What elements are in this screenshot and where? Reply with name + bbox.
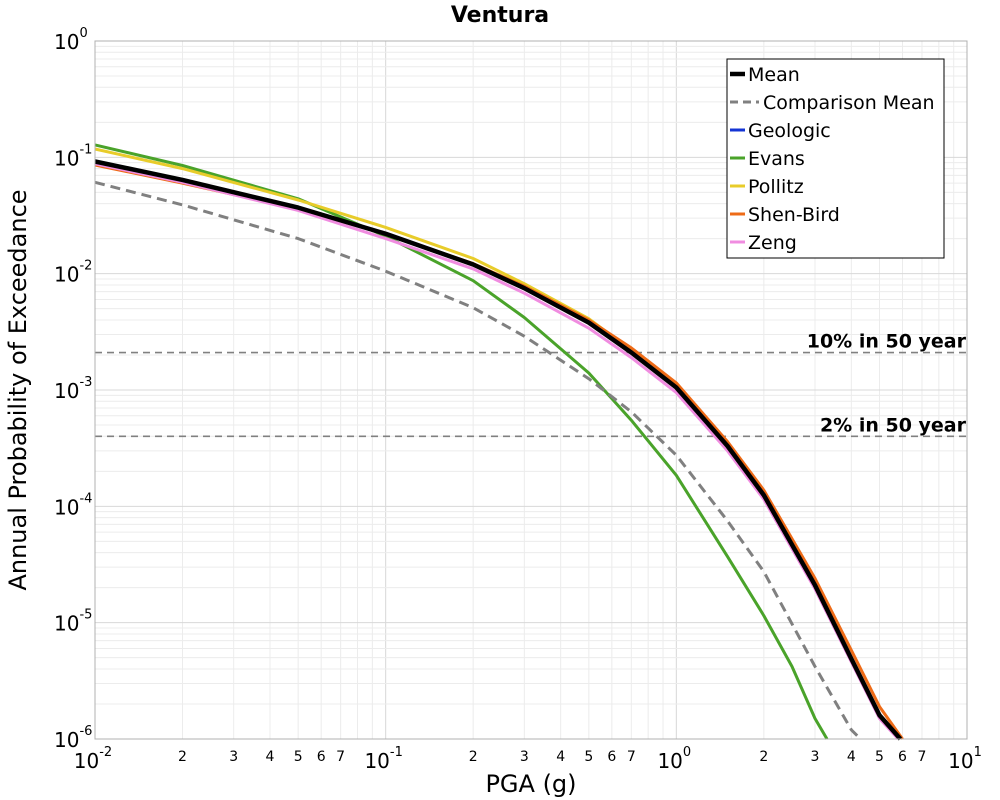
x-tick-label: 101	[948, 745, 982, 773]
x-minor-tick-label: 5	[584, 749, 593, 765]
y-tick-label: 100	[54, 26, 88, 54]
x-minor-tick-label: 6	[607, 749, 616, 765]
x-minor-tick-label: 2	[469, 749, 478, 765]
y-tick-label: 10-1	[54, 142, 92, 170]
x-minor-tick-label: 6	[317, 749, 326, 765]
x-tick-label: 100	[657, 745, 691, 773]
series-line-evans	[94, 143, 829, 740]
y-tick-label: 10-2	[54, 259, 92, 287]
x-minor-tick-label: 3	[229, 749, 238, 765]
series-line-mean	[94, 159, 903, 741]
legend: Mean Comparison Mean Geologic Evans Pollitz S…	[726, 58, 945, 259]
y-axis-label: Annual Probability of Exceedance	[4, 189, 32, 590]
chart-title: Ventura	[451, 3, 549, 28]
plot-frame	[94, 40, 968, 740]
x-minor-tick-label: 3	[811, 749, 820, 765]
x-axis-label: PGA (g)	[485, 770, 576, 798]
y-tick-label: 10-6	[54, 724, 92, 752]
x-minor-tick-label: 7	[918, 749, 927, 765]
x-tick-label: 10-1	[364, 745, 402, 773]
reference-line-label: 2% in 50 year	[820, 414, 967, 436]
x-minor-tick-label: 2	[759, 749, 768, 765]
x-minor-tick-label: 3	[520, 749, 529, 765]
reference-lines: 10% in 50 year 2% in 50 year	[95, 331, 967, 438]
series-line-comparison-mean	[94, 180, 862, 741]
x-minor-tick-label: 2	[178, 749, 187, 765]
legend-label: Shen-Bird	[748, 204, 840, 226]
legend-label: Zeng	[748, 232, 797, 254]
grid	[94, 41, 967, 740]
y-tick-label: 10-4	[54, 491, 92, 519]
legend-label: Geologic	[748, 120, 831, 142]
x-minor-tick-label: 4	[847, 749, 856, 765]
x-minor-tick-label: 4	[556, 749, 565, 765]
legend-label: Pollitz	[748, 176, 804, 198]
y-axis-ticks: 100 10-1 10-2 10-3 10-4 10-5 10-6	[54, 26, 92, 752]
x-minor-tick-label: 7	[336, 749, 345, 765]
reference-line-label: 10% in 50 year	[807, 331, 967, 353]
x-minor-tick-label: 4	[266, 749, 275, 765]
series-lines	[94, 143, 904, 741]
x-tick-label: 10-2	[74, 745, 112, 773]
legend-box	[726, 58, 945, 259]
x-minor-tick-label: 6	[898, 749, 907, 765]
x-minor-tick-label: 5	[875, 749, 884, 765]
legend-label: Mean	[748, 64, 800, 86]
x-minor-tick-label: 7	[627, 749, 636, 765]
x-minor-tick-label: 5	[294, 749, 303, 765]
legend-label: Comparison Mean	[763, 92, 935, 114]
y-tick-label: 10-5	[54, 608, 92, 636]
legend-label: Evans	[748, 148, 805, 170]
y-tick-label: 10-3	[54, 375, 92, 403]
